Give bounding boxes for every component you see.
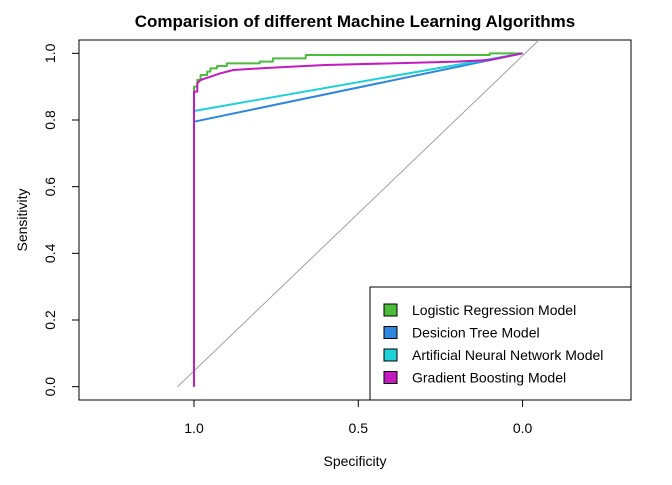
series-layer	[193, 52, 523, 387]
y-tick-label: 0.2	[42, 310, 58, 330]
x-tick-label: 0.5	[349, 420, 369, 436]
y-axis-label: Sensitivity	[14, 188, 30, 251]
legend-label: Gradient Boosting Model	[412, 370, 566, 386]
reference-line-layer	[177, 39, 540, 388]
x-tick-label: 1.0	[184, 420, 204, 436]
legend-label: Desicion Tree Model	[412, 325, 540, 341]
legend: Logistic Regression Model Desicion Tree M…	[369, 286, 632, 401]
legend-swatch	[383, 371, 398, 384]
series-line-3	[193, 52, 523, 387]
chart-title: Comparision of different Machine Learnin…	[135, 12, 575, 31]
legend-box	[369, 286, 632, 401]
y-tick-label: 0.4	[42, 243, 58, 263]
legend-label: Artificial Neural Network Model	[412, 347, 603, 363]
reference-line	[177, 39, 540, 388]
y-tick-label: 0.0	[42, 377, 58, 397]
legend-items: Logistic Regression Model Desicion Tree M…	[383, 302, 603, 386]
x-tick-label: 0.0	[513, 420, 533, 436]
legend-label: Logistic Regression Model	[412, 302, 576, 318]
legend-swatch	[383, 348, 398, 362]
y-tick-label: 1.0	[42, 43, 58, 63]
series-line-0	[193, 52, 523, 387]
y-tick-label: 0.6	[42, 177, 58, 197]
y-tick-label: 0.8	[42, 110, 58, 130]
x-axis-label: Specificity	[323, 453, 386, 469]
axes-layer: 1.0 0.5 0.0 0.0 0.2 0.4 0.6 0.8 1.0	[42, 43, 533, 436]
legend-swatch	[383, 303, 398, 317]
legend-swatch	[383, 326, 398, 339]
